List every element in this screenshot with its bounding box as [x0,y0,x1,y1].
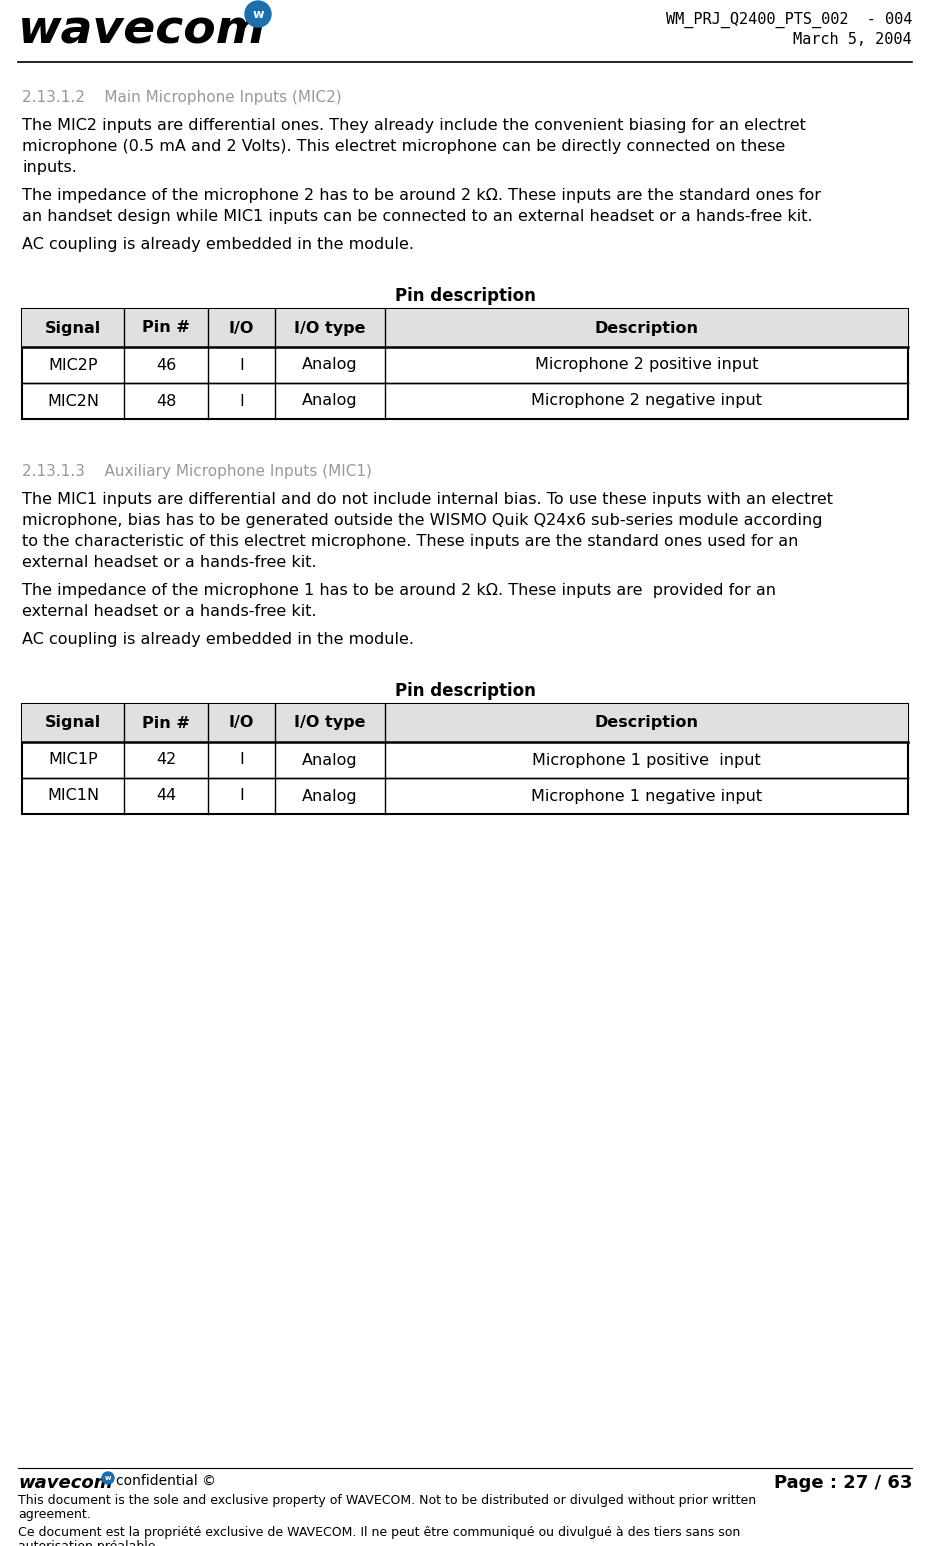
Text: MIC2N: MIC2N [46,394,99,408]
Text: Microphone 1 positive  input: Microphone 1 positive input [532,753,761,767]
Text: WM_PRJ_Q2400_PTS_002  - 004: WM_PRJ_Q2400_PTS_002 - 004 [666,12,912,28]
Text: I: I [239,357,244,373]
Text: I/O type: I/O type [294,320,365,335]
Text: microphone, bias has to be generated outside the WISMO Quik Q24x6 sub-series mod: microphone, bias has to be generated out… [22,513,822,529]
Bar [22,703,908,815]
Circle shape [102,1472,114,1484]
Bar [22,703,908,742]
Text: I/O: I/O [229,716,254,731]
Text: autorisation préalable.: autorisation préalable. [18,1540,160,1546]
Text: AC coupling is already embedded in the module.: AC coupling is already embedded in the m… [22,632,414,646]
Text: Signal: Signal [45,716,101,731]
Text: agreement.: agreement. [18,1507,91,1521]
Text: Analog: Analog [302,394,358,408]
Text: external headset or a hands-free kit.: external headset or a hands-free kit. [22,604,316,618]
Circle shape [245,2,271,26]
Text: 44: 44 [156,788,176,804]
Text: 42: 42 [156,753,176,767]
Text: This document is the sole and exclusive property of WAVECOM. Not to be distribut: This document is the sole and exclusive … [18,1493,756,1507]
Text: Microphone 2 positive input: Microphone 2 positive input [535,357,758,373]
Text: AC coupling is already embedded in the module.: AC coupling is already embedded in the m… [22,237,414,252]
Bar [22,309,908,346]
Text: I: I [239,788,244,804]
Text: wavecom: wavecom [18,8,266,53]
Text: w: w [105,1475,112,1481]
Text: I/O type: I/O type [294,716,365,731]
Text: an handset design while MIC1 inputs can be connected to an external headset or a: an handset design while MIC1 inputs can … [22,209,813,224]
Text: Description: Description [594,716,698,731]
Bar [22,309,908,419]
Text: The MIC2 inputs are differential ones. They already include the convenient biasi: The MIC2 inputs are differential ones. T… [22,117,806,133]
Text: 2.13.1.2    Main Microphone Inputs (MIC2): 2.13.1.2 Main Microphone Inputs (MIC2) [22,90,341,105]
Text: The MIC1 inputs are differential and do not include internal bias. To use these : The MIC1 inputs are differential and do … [22,492,833,507]
Text: microphone (0.5 mA and 2 Volts). This electret microphone can be directly connec: microphone (0.5 mA and 2 Volts). This el… [22,139,785,155]
Text: Analog: Analog [302,788,358,804]
Text: I: I [239,753,244,767]
Text: 48: 48 [156,394,176,408]
Text: Pin #: Pin # [142,320,190,335]
Text: Pin #: Pin # [142,716,190,731]
Text: I/O: I/O [229,320,254,335]
Text: MIC1N: MIC1N [46,788,99,804]
Text: The impedance of the microphone 2 has to be around 2 kΩ. These inputs are the st: The impedance of the microphone 2 has to… [22,189,821,203]
Text: wavecom: wavecom [18,1473,113,1492]
Text: 2.13.1.3    Auxiliary Microphone Inputs (MIC1): 2.13.1.3 Auxiliary Microphone Inputs (MI… [22,464,372,479]
Text: Pin description: Pin description [394,288,536,305]
Text: to the characteristic of this electret microphone. These inputs are the standard: to the characteristic of this electret m… [22,533,798,549]
Text: external headset or a hands-free kit.: external headset or a hands-free kit. [22,555,316,570]
Text: March 5, 2004: March 5, 2004 [793,32,912,46]
Text: Microphone 2 negative input: Microphone 2 negative input [531,394,762,408]
Text: w: w [252,8,264,20]
Text: Signal: Signal [45,320,101,335]
Text: MIC1P: MIC1P [48,753,98,767]
Text: confidential ©: confidential © [116,1473,216,1487]
Text: MIC2P: MIC2P [48,357,98,373]
Text: Description: Description [594,320,698,335]
Text: Analog: Analog [302,357,358,373]
Text: 46: 46 [156,357,176,373]
Text: Ce document est la propriété exclusive de WAVECOM. Il ne peut être communiqué ou: Ce document est la propriété exclusive d… [18,1526,740,1538]
Text: Pin description: Pin description [394,682,536,700]
Text: Page : 27 / 63: Page : 27 / 63 [774,1473,912,1492]
Text: inputs.: inputs. [22,159,77,175]
Text: The impedance of the microphone 1 has to be around 2 kΩ. These inputs are  provi: The impedance of the microphone 1 has to… [22,583,776,598]
Text: I: I [239,394,244,408]
Text: Microphone 1 negative input: Microphone 1 negative input [531,788,763,804]
Text: Analog: Analog [302,753,358,767]
